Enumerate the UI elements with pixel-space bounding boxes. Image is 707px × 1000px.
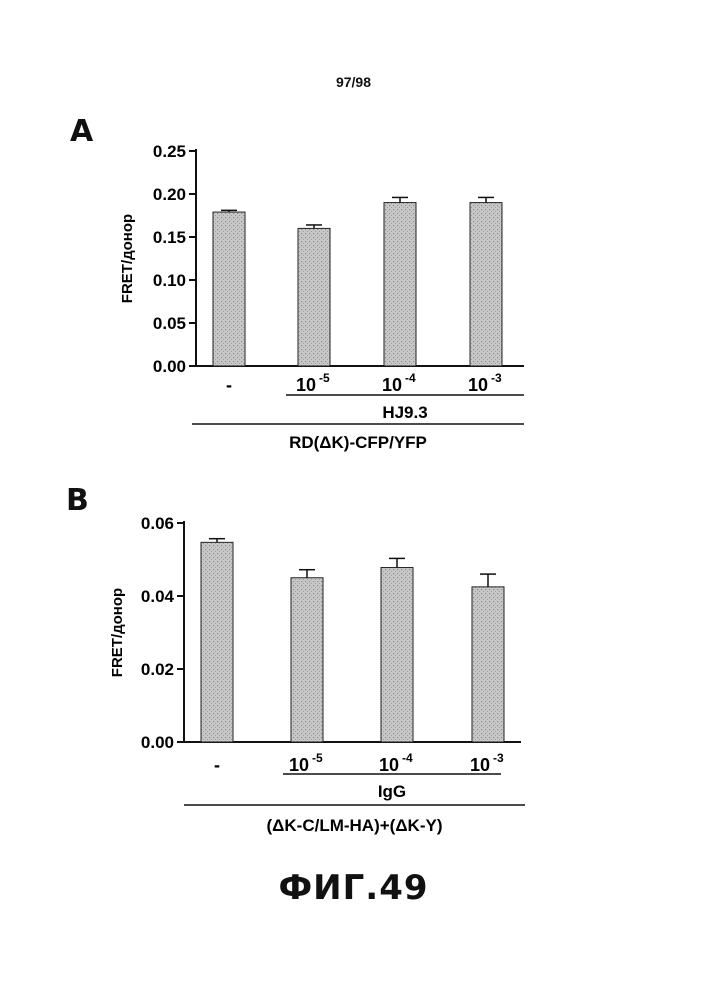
y-axis-label: FRET/донор [109, 588, 126, 677]
y-tick-label: 0.00 [141, 733, 174, 752]
group-label: IgG [378, 782, 406, 801]
x-tick-label: - [214, 755, 220, 775]
x-tick-exponent: -4 [402, 751, 413, 765]
figure-caption: ФИГ.49 [0, 868, 707, 908]
y-tick-label: 0.06 [141, 514, 174, 533]
bar [381, 568, 413, 742]
condition-label: (ΔK-C/LM-HA)+(ΔK-Y) [267, 816, 443, 835]
x-tick-label: 10 [379, 755, 399, 775]
x-tick-exponent: -3 [493, 751, 504, 765]
x-tick-label: 10 [470, 755, 490, 775]
y-tick-label: 0.02 [141, 660, 174, 679]
bar [291, 578, 323, 742]
bar [201, 542, 233, 742]
x-tick-label: 10 [289, 755, 309, 775]
bar [472, 587, 504, 742]
y-tick-label: 0.04 [141, 587, 175, 606]
x-tick-exponent: -5 [312, 751, 323, 765]
